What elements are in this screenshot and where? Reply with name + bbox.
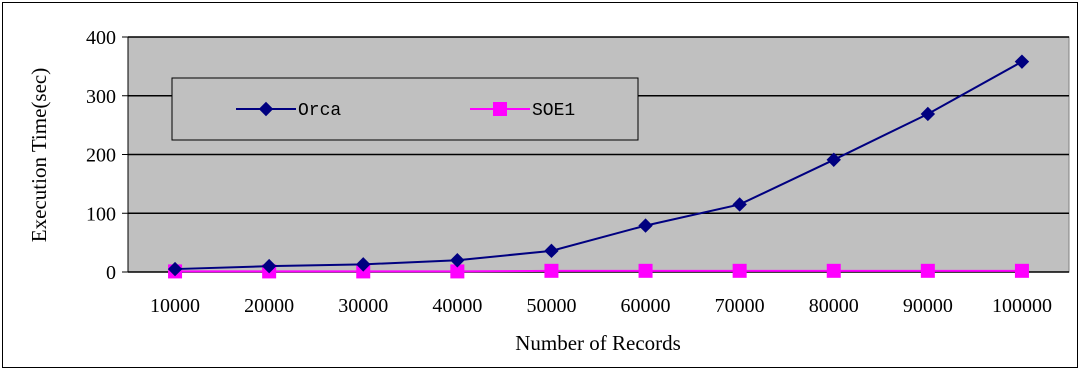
data-point-orca — [261, 258, 277, 274]
data-point-orca — [920, 106, 936, 122]
series-orca — [167, 54, 1030, 277]
x-tick-label: 10000 — [150, 295, 200, 317]
data-point-orca — [167, 261, 183, 277]
legend-label-orca: Orca — [298, 101, 341, 121]
x-tick-label: 20000 — [244, 295, 294, 317]
y-tick-label: 400 — [86, 27, 116, 49]
legend: Orca SOE1 — [171, 77, 639, 141]
x-tick-label: 60000 — [621, 295, 671, 317]
x-tick-label: 50000 — [526, 295, 576, 317]
series-layer — [167, 54, 1030, 279]
data-point-soe1 — [544, 263, 559, 278]
data-point-orca — [638, 218, 653, 233]
series-line-orca — [175, 60, 1023, 271]
legend-marker-orca — [258, 101, 274, 117]
x-tick-label: 100000 — [992, 295, 1052, 317]
data-point-soe1 — [1014, 263, 1029, 278]
data-point-soe1 — [920, 263, 935, 278]
y-tick-label: 300 — [86, 86, 116, 108]
data-point-soe1 — [638, 263, 653, 278]
data-point-orca — [356, 257, 371, 272]
legend-marker-soe1 — [493, 102, 507, 116]
data-point-orca — [826, 152, 841, 167]
x-tick-label: 90000 — [903, 295, 953, 317]
x-tick-labels: 10000 20000 30000 40000 50000 60000 70000 80000… — [150, 295, 1052, 317]
series-line-soe1 — [175, 269, 1022, 273]
y-tick-labels: 0 100 200 300 400 — [86, 27, 116, 284]
y-tick-label: 200 — [86, 145, 116, 167]
legend-item-orca: Orca — [236, 101, 341, 121]
data-point-orca — [544, 243, 559, 259]
y-tick-label: 0 — [106, 262, 116, 284]
legend-label-soe1: SOE1 — [532, 101, 575, 121]
x-tick-label: 40000 — [432, 295, 482, 317]
y-tick-label: 100 — [86, 203, 116, 225]
legend-item-soe1: SOE1 — [470, 101, 575, 121]
x-tick-label: 30000 — [338, 295, 388, 317]
x-tick-label: 80000 — [809, 295, 859, 317]
x-axis-title: Number of Records — [515, 331, 681, 355]
data-point-orca — [450, 253, 465, 268]
y-axis-title: Execution Time(sec) — [27, 68, 51, 242]
x-tick-label: 70000 — [715, 295, 765, 317]
data-point-soe1 — [826, 263, 841, 278]
data-point-orca — [732, 197, 747, 212]
data-point-soe1 — [732, 263, 747, 278]
data-point-orca — [1014, 54, 1030, 69]
